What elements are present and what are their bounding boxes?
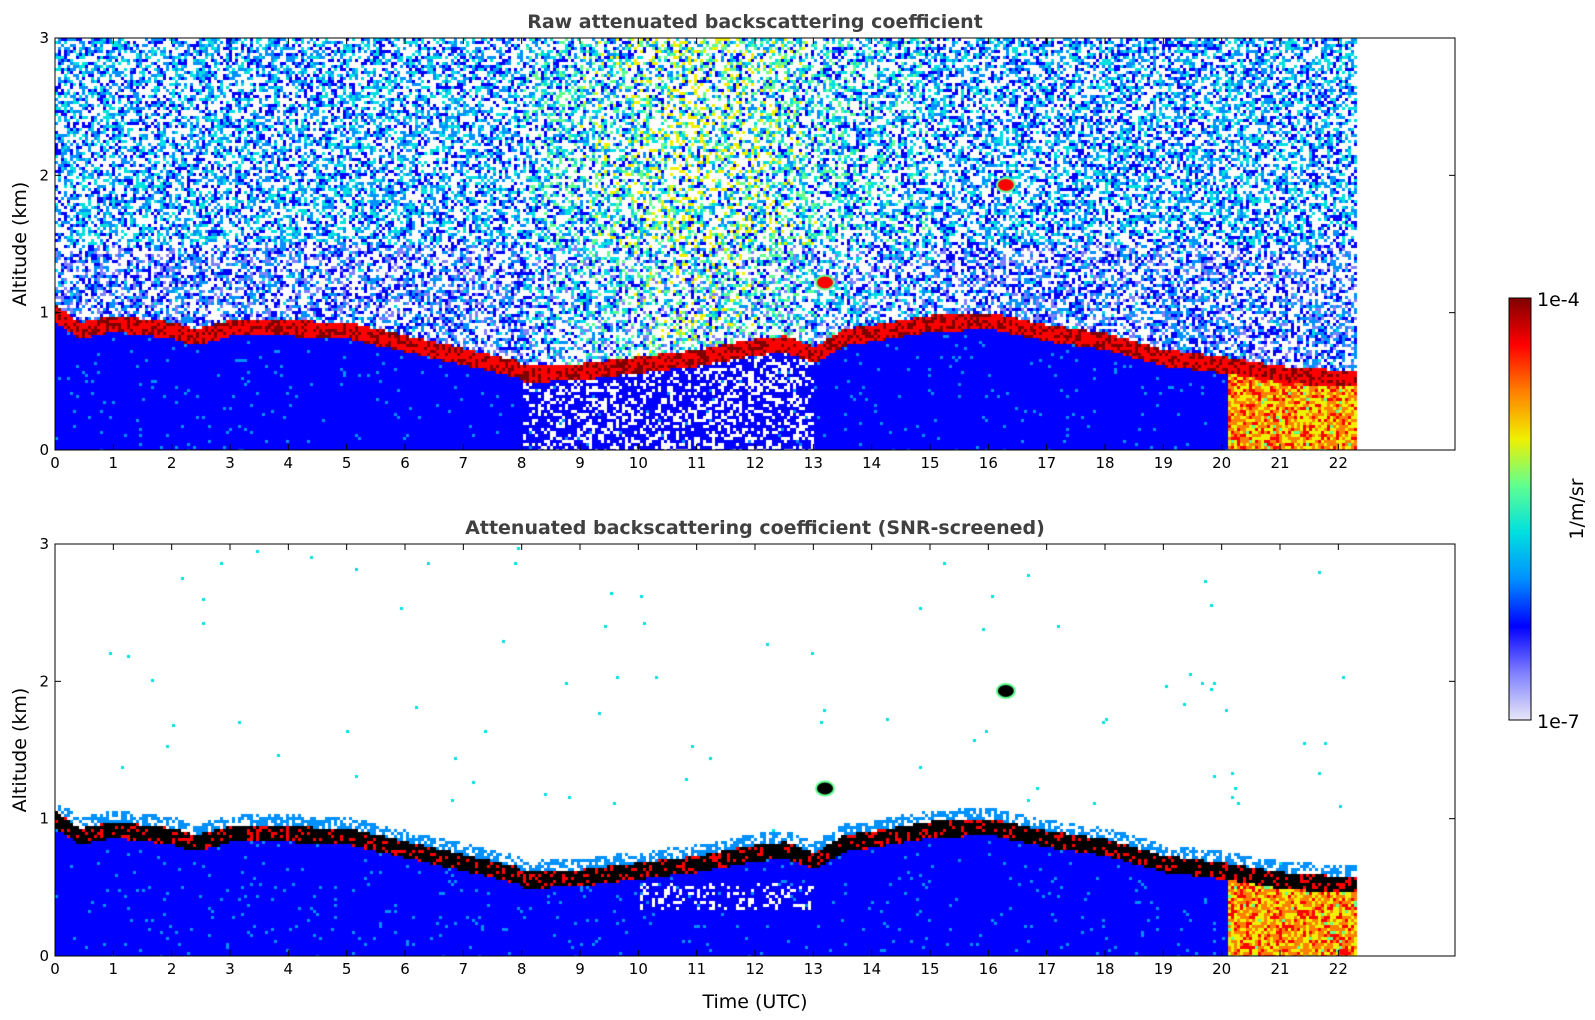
x-tick-label: 20 (1212, 960, 1231, 978)
x-tick-label: 11 (687, 960, 706, 978)
x-tick-label: 2 (167, 454, 177, 472)
x-tick-label: 9 (575, 454, 585, 472)
x-tick-label: 13 (804, 454, 823, 472)
y-axis-ticks: 0 1 2 3 (39, 535, 1455, 965)
x-tick-label: 21 (1270, 454, 1289, 472)
x-tick-label: 12 (745, 960, 764, 978)
x-tick-label: 19 (1154, 960, 1173, 978)
x-tick-label: 17 (1037, 454, 1056, 472)
x-tick-label: 1 (109, 454, 119, 472)
x-tick-label: 5 (342, 454, 352, 472)
raw-backscatter-panel: Raw attenuated backscattering coefficien… (9, 11, 1456, 472)
y-tick-label: 0 (39, 441, 49, 459)
colorbar-min-label: 1e-7 (1537, 711, 1580, 733)
x-tick-label: 21 (1270, 960, 1289, 978)
y-tick-label: 3 (39, 29, 49, 47)
x-tick-label: 20 (1212, 454, 1231, 472)
x-tick-label: 14 (862, 454, 881, 472)
x-tick-label: 12 (745, 454, 764, 472)
snr-screened-panel: Attenuated backscattering coefficient (S… (9, 517, 1456, 1013)
backscatter-heatmap-image (55, 544, 1455, 956)
x-tick-label: 6 (400, 454, 410, 472)
backscatter-heatmap-image (55, 38, 1455, 450)
y-axis-label: Altitude (km) (9, 182, 31, 307)
x-tick-label: 6 (400, 960, 410, 978)
x-tick-label: 18 (1095, 960, 1114, 978)
y-tick-label: 3 (39, 535, 49, 553)
x-axis-ticks: 0 1 2 3 4 5 6 7 8 9 10 11 12 13 14 15 16 17 18 19 20 21 22 (50, 544, 1348, 978)
x-tick-label: 10 (629, 960, 648, 978)
x-tick-label: 15 (920, 960, 939, 978)
x-tick-label: 4 (284, 454, 294, 472)
x-tick-label: 1 (109, 960, 119, 978)
colorbar-max-label: 1e-4 (1537, 289, 1580, 311)
x-tick-label: 3 (225, 454, 235, 472)
panel-title: Attenuated backscattering coefficient (S… (465, 517, 1045, 539)
x-tick-label: 0 (50, 454, 60, 472)
x-tick-label: 13 (804, 960, 823, 978)
x-tick-label: 14 (862, 960, 881, 978)
colorbar: 1e-4 1e-7 1/m/sr (1508, 289, 1588, 733)
y-tick-label: 2 (39, 672, 49, 690)
x-tick-label: 7 (459, 960, 469, 978)
x-tick-label: 16 (979, 960, 998, 978)
x-axis-ticks: 0 1 2 3 4 5 6 7 8 9 10 11 12 13 14 15 16 17 18 19 20 21 22 (50, 38, 1348, 472)
y-axis-label: Altitude (km) (9, 688, 31, 813)
heatmap-layer (55, 38, 1455, 450)
x-tick-label: 10 (629, 454, 648, 472)
colorbar-gradient (1508, 297, 1532, 721)
x-tick-label: 15 (920, 454, 939, 472)
x-tick-label: 8 (517, 960, 527, 978)
x-tick-label: 3 (225, 960, 235, 978)
x-tick-label: 4 (284, 960, 294, 978)
x-tick-label: 0 (50, 960, 60, 978)
x-axis-label: Time (UTC) (701, 991, 807, 1013)
x-tick-label: 7 (459, 454, 469, 472)
y-axis-ticks: 0 1 2 3 (39, 29, 1455, 459)
y-tick-label: 2 (39, 166, 49, 184)
x-tick-label: 19 (1154, 454, 1173, 472)
heatmap-layer (55, 544, 1455, 956)
y-tick-label: 0 (39, 947, 49, 965)
x-tick-label: 2 (167, 960, 177, 978)
panel-title: Raw attenuated backscattering coefficien… (527, 11, 983, 33)
x-tick-label: 8 (517, 454, 527, 472)
x-tick-label: 22 (1329, 960, 1348, 978)
x-tick-label: 22 (1329, 454, 1348, 472)
colorbar-unit-label: 1/m/sr (1566, 478, 1588, 539)
x-tick-label: 17 (1037, 960, 1056, 978)
x-tick-label: 11 (687, 454, 706, 472)
y-tick-label: 1 (39, 810, 49, 828)
x-tick-label: 9 (575, 960, 585, 978)
x-tick-label: 16 (979, 454, 998, 472)
x-tick-label: 18 (1095, 454, 1114, 472)
x-tick-label: 5 (342, 960, 352, 978)
y-tick-label: 1 (39, 304, 49, 322)
